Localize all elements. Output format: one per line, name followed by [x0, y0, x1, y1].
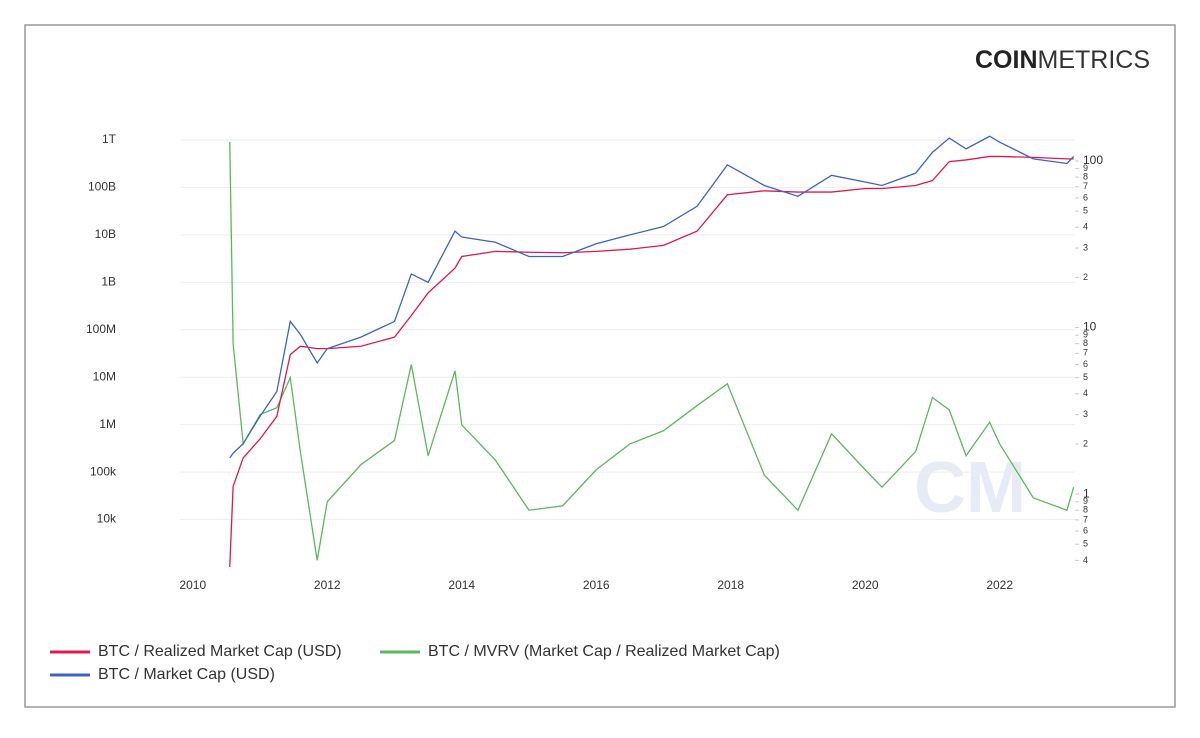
y-tick-label: 100M	[86, 322, 116, 336]
y2-tick-label: 2	[1083, 272, 1088, 282]
x-tick-label: 2010	[179, 578, 206, 592]
y2-tick-label: 7	[1083, 514, 1088, 524]
y2-tick-label: 5	[1083, 539, 1088, 549]
y-tick-label: 1T	[102, 132, 117, 146]
y2-tick-label: 6	[1083, 525, 1088, 535]
y2-tick-label: 8	[1083, 505, 1088, 515]
y-tick-label: 100B	[88, 180, 116, 194]
y2-tick-label: 3	[1083, 409, 1088, 419]
legend-label: BTC / Realized Market Cap (USD)	[98, 643, 342, 660]
x-tick-label: 2014	[448, 578, 475, 592]
y2-tick-label: 8	[1083, 338, 1088, 348]
y2-tick-label: 4	[1083, 222, 1088, 232]
series-line	[229, 141, 1075, 561]
y2-tick-label: 2	[1083, 438, 1088, 448]
y2-tick-label: 8	[1083, 171, 1088, 181]
y-tick-label: 1M	[99, 417, 116, 431]
y-tick-label: 10B	[95, 227, 116, 241]
x-tick-label: 2012	[314, 578, 341, 592]
y2-tick-label: 100	[1083, 153, 1103, 167]
logo-bold: COIN	[975, 46, 1038, 74]
y2-tick-label: 3	[1083, 242, 1088, 252]
y-tick-label: 10M	[93, 369, 116, 383]
y2-tick-label: 9	[1083, 496, 1088, 506]
legend-label: BTC / MVRV (Market Cap / Realized Market…	[428, 643, 780, 660]
y2-tick-label: 6	[1083, 192, 1088, 202]
y2-tick-label: 4	[1083, 388, 1088, 398]
y2-tick-label: 9	[1083, 163, 1088, 173]
logo: COINMETRICS	[975, 46, 1150, 74]
series-line	[229, 155, 1074, 568]
x-tick-label: 2020	[852, 578, 879, 592]
x-tick-label: 2022	[986, 578, 1013, 592]
y2-tick-label: 9	[1083, 330, 1088, 340]
watermark: CM	[914, 448, 1026, 528]
y-tick-label: 100k	[90, 464, 117, 478]
series-line	[229, 135, 1075, 459]
logo-light: METRICS	[1038, 46, 1151, 74]
y2-tick-label: 1	[1083, 486, 1090, 500]
x-tick-label: 2016	[583, 578, 610, 592]
y2-tick-label: 10	[1083, 320, 1097, 334]
x-tick-label: 2018	[717, 578, 744, 592]
y2-tick-label: 5	[1083, 372, 1088, 382]
y2-tick-label: 7	[1083, 181, 1088, 191]
y-tick-label: 10k	[97, 512, 117, 526]
frame	[24, 24, 1176, 708]
y-tick-label: 1B	[101, 275, 116, 289]
y2-tick-label: 4	[1083, 555, 1088, 565]
y2-tick-label: 7	[1083, 348, 1088, 358]
y2-tick-label: 5	[1083, 205, 1088, 215]
y2-tick-label: 6	[1083, 359, 1088, 369]
legend-label: BTC / Market Cap (USD)	[98, 666, 275, 683]
